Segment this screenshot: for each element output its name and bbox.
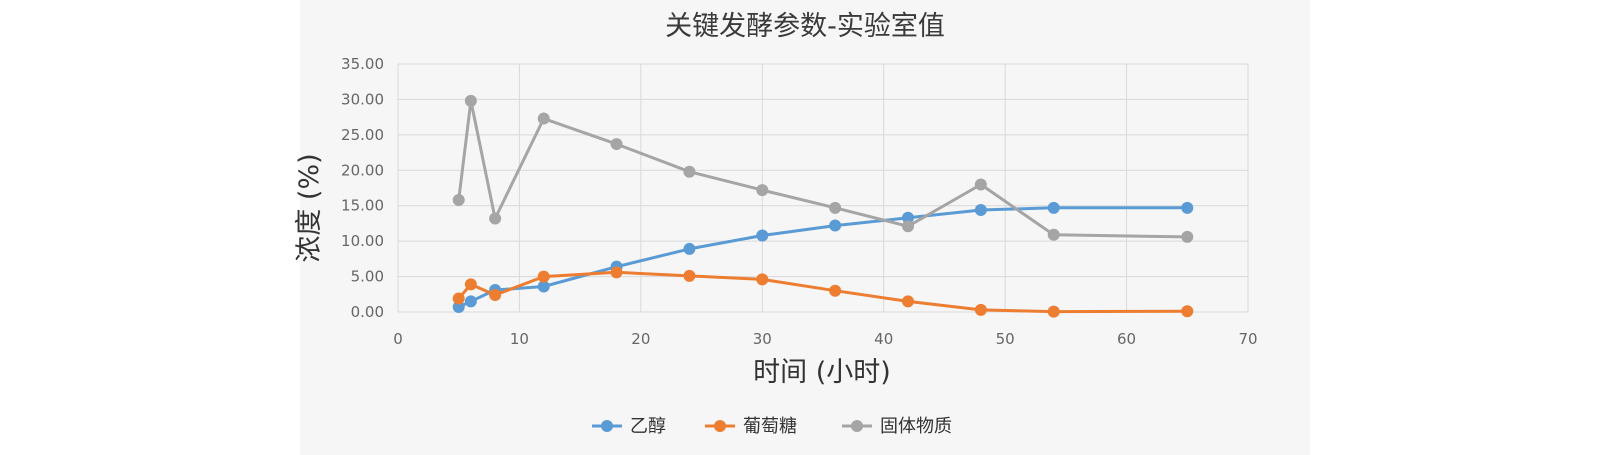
legend: 乙醇 葡萄糖 固体物质 (592, 416, 952, 437)
x-tick-label: 60 (1117, 330, 1136, 348)
data-point-glucose (902, 295, 914, 308)
x-tick-label: 50 (996, 330, 1015, 348)
legend-swatch-marker (851, 420, 863, 432)
series-solids (452, 94, 1194, 243)
legend-item-solids: 固体物质 (842, 416, 952, 437)
data-point-ethanol (829, 219, 842, 232)
data-point-solids (1047, 228, 1060, 241)
legend-item-ethanol: 乙醇 (592, 416, 666, 437)
y-axis-title: 浓度 (%) (294, 153, 325, 262)
data-point-ethanol (756, 229, 769, 242)
data-point-solids (683, 165, 696, 178)
y-tick-label: 15.00 (341, 197, 384, 215)
chart-title: 关键发酵参数-实验室值 (665, 11, 945, 42)
y-tick-label: 0.00 (351, 303, 384, 321)
data-point-glucose (489, 288, 502, 301)
data-point-solids (1181, 230, 1194, 243)
series-line-solids (457, 99, 1189, 239)
y-tick-label: 35.00 (341, 55, 384, 73)
x-tick-label: 70 (1238, 330, 1257, 348)
data-point-solids (829, 201, 842, 214)
y-tick-label: 20.00 (341, 161, 384, 179)
gridlines (397, 63, 1249, 313)
data-point-solids (974, 178, 987, 191)
data-point-ethanol (537, 280, 550, 293)
data-point-solids (610, 138, 623, 151)
data-point-solids (452, 194, 465, 207)
data-point-glucose (610, 266, 623, 279)
axis-ticks: 0.00 5.00 10.00 15.00 20.00 25.00 30.00 35.00 0 1… (341, 55, 1258, 348)
series-line-ethanol (457, 206, 1189, 309)
y-tick-label: 25.00 (341, 126, 384, 144)
data-point-ethanol (452, 301, 465, 314)
data-point-ethanol (974, 203, 987, 216)
x-tick-label: 0 (393, 330, 403, 348)
data-point-solids (464, 94, 477, 107)
data-point-solids (756, 184, 769, 197)
x-tick-label: 10 (510, 330, 529, 348)
data-point-ethanol (1047, 201, 1060, 214)
series-line-glucose (457, 270, 1189, 314)
data-point-ethanol (1181, 201, 1194, 214)
x-tick-label: 30 (753, 330, 772, 348)
legend-label: 乙醇 (630, 416, 666, 437)
legend-item-glucose: 葡萄糖 (705, 416, 797, 437)
data-point-glucose (464, 278, 477, 291)
data-point-glucose (1181, 305, 1194, 318)
data-point-glucose (1047, 305, 1060, 318)
series-ethanol (452, 201, 1194, 314)
data-point-ethanol (902, 211, 914, 224)
legend-swatch-marker (601, 420, 613, 432)
series-glucose (452, 266, 1194, 318)
x-tick-label: 40 (874, 330, 893, 348)
legend-swatch-marker (714, 420, 726, 432)
y-tick-label: 5.00 (351, 268, 384, 286)
y-tick-label: 30.00 (341, 90, 384, 108)
chart-panel (300, 0, 1310, 455)
data-point-solids (537, 112, 550, 125)
data-point-glucose (974, 303, 987, 316)
y-tick-label: 10.00 (341, 232, 384, 250)
legend-label: 葡萄糖 (743, 416, 797, 437)
data-point-glucose (756, 273, 769, 286)
series-lines (452, 94, 1194, 318)
data-point-solids (902, 220, 914, 233)
data-point-glucose (683, 269, 696, 282)
data-point-ethanol (464, 295, 477, 308)
data-point-solids (489, 212, 502, 225)
data-point-glucose (829, 284, 842, 297)
x-tick-label: 20 (631, 330, 650, 348)
data-point-glucose (452, 292, 465, 305)
legend-label: 固体物质 (880, 416, 952, 437)
x-axis-title: 时间 (小时) (753, 357, 891, 388)
data-point-ethanol (683, 242, 696, 255)
data-point-glucose (537, 270, 550, 283)
